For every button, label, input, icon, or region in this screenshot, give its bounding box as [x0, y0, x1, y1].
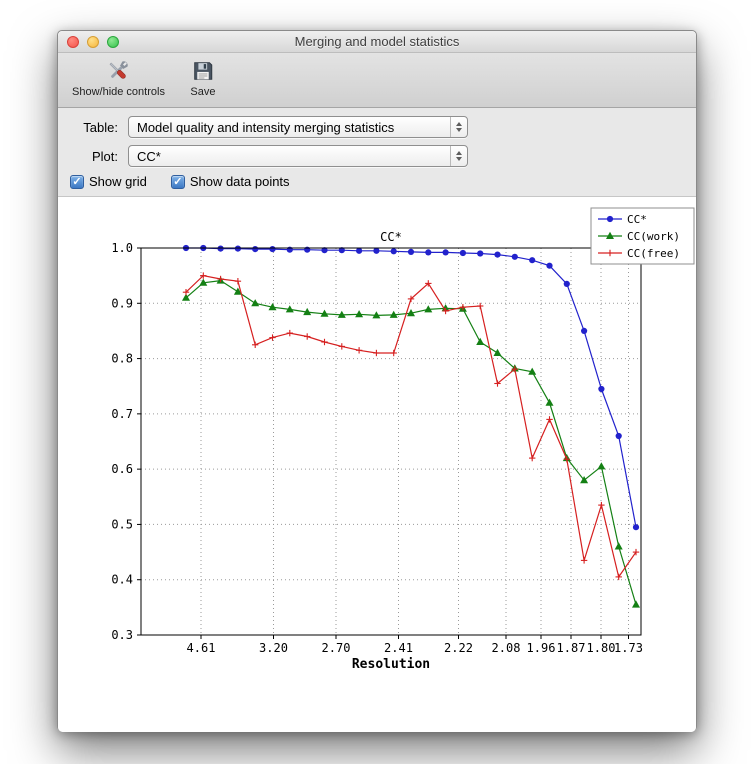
traffic-lights	[67, 36, 119, 48]
checkbox-row: ✓ Show grid ✓ Show data points	[68, 174, 686, 189]
y-tick-label: 0.6	[111, 462, 133, 476]
axis-ticks: 4.61 3.20 2.70 2.41 2.22 2.08 1.96 1.87 1.801.73…	[111, 241, 643, 655]
x-tick-label: 1.96	[527, 641, 556, 655]
zoom-button[interactable]	[107, 36, 119, 48]
x-tick-label: 3.20	[259, 641, 288, 655]
table-row: Table: Model quality and intensity mergi…	[68, 116, 686, 138]
y-tick-label: 0.5	[111, 517, 133, 531]
legend-entry-label: CC(work)	[627, 230, 680, 243]
controls-panel: Table: Model quality and intensity mergi…	[58, 108, 696, 197]
show-data-points-option: ✓ Show data points	[170, 174, 290, 189]
table-select-value: Model quality and intensity merging stat…	[137, 120, 395, 135]
axes-frame	[140, 247, 642, 636]
y-tick-label: 0.9	[111, 296, 133, 310]
show-data-points-label[interactable]: Show data points	[189, 174, 290, 189]
show-hide-controls-button[interactable]: Show/hide controls	[68, 56, 169, 99]
y-tick-label: 0.4	[111, 573, 133, 587]
arrow-up-icon	[456, 151, 462, 155]
minimize-button[interactable]	[87, 36, 99, 48]
plot-select[interactable]: CC*	[128, 145, 468, 167]
table-label: Table:	[83, 119, 118, 135]
show-grid-checkbox[interactable]: ✓	[70, 174, 84, 189]
y-tick-label: 0.7	[111, 407, 133, 421]
x-tick-label: 2.22	[444, 641, 473, 655]
arrow-down-icon	[456, 157, 462, 161]
x-tick-label: 2.70	[322, 641, 351, 655]
figure-background	[58, 197, 696, 732]
popup-stepper-icon	[450, 117, 467, 137]
plot-label: Plot:	[91, 148, 118, 164]
legend-entry-label: CC(free)	[627, 247, 680, 260]
arrow-down-icon	[456, 128, 462, 132]
x-tick-label: 1.73	[614, 641, 643, 655]
x-tick-label: 1.80	[587, 641, 616, 655]
show-hide-controls-label: Show/hide controls	[72, 86, 165, 98]
legend: CC* CC(work) CC(free)	[590, 207, 695, 265]
popup-stepper-icon	[450, 146, 467, 166]
legend-entry-label: CC*	[627, 213, 647, 226]
save-label: Save	[190, 86, 216, 98]
y-tick-label: 0.3	[111, 628, 133, 642]
show-grid-option: ✓ Show grid	[70, 174, 147, 189]
plot-row: Plot: CC*	[68, 145, 686, 167]
x-tick-label: 2.08	[492, 641, 521, 655]
chart-title: CC*	[380, 230, 402, 244]
plot-area: 4.61 3.20 2.70 2.41 2.22 2.08 1.96 1.87 1.80 1.73…	[58, 197, 696, 732]
app-window: Merging and model statistics Show/hide c…	[57, 30, 697, 732]
save-button[interactable]: Save	[185, 56, 221, 99]
x-tick-label: 1.87	[557, 641, 586, 655]
plot-select-value: CC*	[137, 149, 161, 164]
y-tick-label: 0.8	[111, 352, 133, 366]
tools-icon	[104, 57, 132, 85]
window-title: Merging and model statistics	[294, 34, 460, 49]
chart: 4.61 3.20 2.70 2.41 2.22 2.08 1.96 1.87 1.801.73…	[58, 197, 696, 732]
x-axis-label: Resolution	[352, 657, 430, 672]
y-tick-label: 1.0	[111, 241, 133, 255]
show-data-points-checkbox[interactable]: ✓	[170, 174, 185, 189]
show-grid-label[interactable]: Show grid	[89, 174, 147, 189]
table-select[interactable]: Model quality and intensity merging stat…	[128, 116, 468, 138]
x-tick-label: 2.41	[384, 641, 413, 655]
series-CC(free)	[182, 272, 640, 581]
toolbar: Show/hide controls Save	[58, 53, 696, 108]
arrow-up-icon	[456, 122, 462, 126]
close-button[interactable]	[67, 36, 79, 48]
x-tick-label: 4.61	[187, 641, 216, 655]
titlebar[interactable]: Merging and model statistics	[58, 31, 696, 53]
save-icon	[189, 57, 217, 85]
